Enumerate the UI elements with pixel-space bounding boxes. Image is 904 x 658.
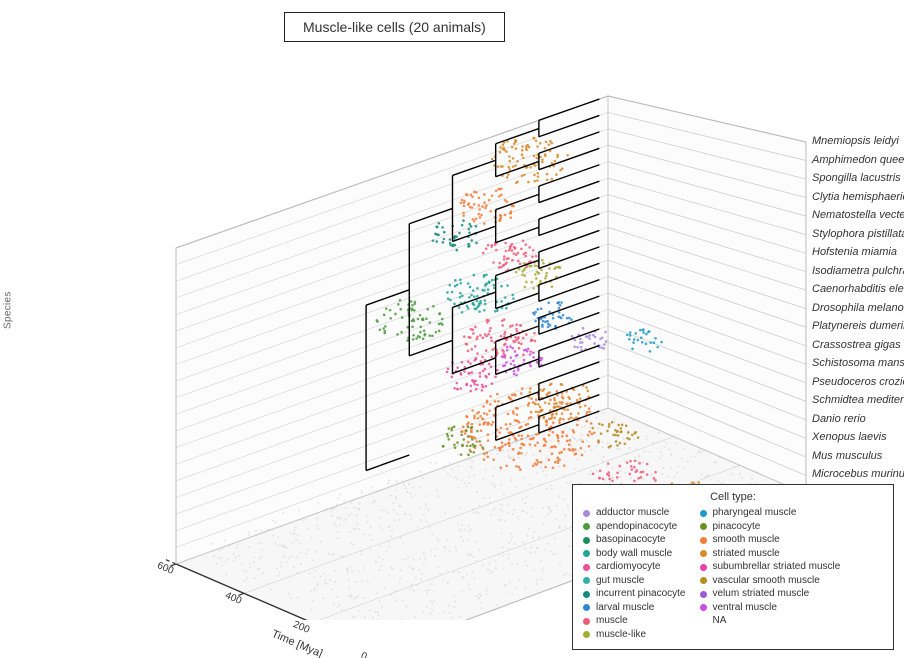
legend-label: subumbrellar striated muscle <box>713 561 841 574</box>
legend-swatch <box>583 523 590 530</box>
figure-root: Muscle-like cells (20 animals) Species M… <box>0 0 904 658</box>
legend-label: larval muscle <box>596 602 654 615</box>
legend-item: apendopinacocyte <box>583 521 686 534</box>
legend-swatch <box>700 537 707 544</box>
legend-label: smooth muscle <box>713 534 780 547</box>
legend-swatch <box>700 550 707 557</box>
legend-swatch <box>700 604 707 611</box>
legend-label: apendopinacocyte <box>596 521 677 534</box>
legend-swatch <box>583 604 590 611</box>
legend-item: cardiomyocyte <box>583 561 686 574</box>
legend-item: muscle <box>583 615 686 628</box>
legend-label: muscle <box>596 615 628 628</box>
legend-item: gut muscle <box>583 575 686 588</box>
legend-item: smooth muscle <box>700 534 841 547</box>
legend-label: body wall muscle <box>596 548 672 561</box>
legend-label: gut muscle <box>596 575 644 588</box>
time-tick: 0 <box>359 651 368 658</box>
legend-item: adductor muscle <box>583 507 686 520</box>
legend-label: ventral muscle <box>713 602 777 615</box>
legend-swatch <box>583 564 590 571</box>
legend-label: NA <box>713 615 727 628</box>
legend: Cell type: adductor muscleapendopinacocy… <box>572 484 894 650</box>
legend-label: basopinacocyte <box>596 534 666 547</box>
legend-label: cardiomyocyte <box>596 561 660 574</box>
legend-swatch <box>700 523 707 530</box>
legend-label: striated muscle <box>713 548 780 561</box>
legend-label: pharyngeal muscle <box>713 507 797 520</box>
legend-item: muscle-like <box>583 629 686 642</box>
legend-item: pinacocyte <box>700 521 841 534</box>
legend-item: pharyngeal muscle <box>700 507 841 520</box>
legend-item: basopinacocyte <box>583 534 686 547</box>
legend-label: incurrent pinacocyte <box>596 588 686 601</box>
y-axis-label: Species <box>3 291 14 329</box>
legend-swatch <box>583 537 590 544</box>
legend-swatch <box>583 510 590 517</box>
legend-item: striated muscle <box>700 548 841 561</box>
legend-swatch <box>700 564 707 571</box>
legend-swatch <box>583 591 590 598</box>
legend-swatch <box>583 618 590 625</box>
legend-swatch <box>583 577 590 584</box>
legend-item: larval muscle <box>583 602 686 615</box>
legend-swatch <box>583 550 590 557</box>
legend-swatch <box>583 631 590 638</box>
legend-swatch <box>700 591 707 598</box>
x-axis-label: Time [Mya] <box>270 628 324 658</box>
legend-title: Cell type: <box>583 491 883 503</box>
time-tick: 200 <box>291 619 311 636</box>
legend-swatch <box>700 577 707 584</box>
legend-item: ventral muscle <box>700 602 841 615</box>
plot-title: Muscle-like cells (20 animals) <box>284 12 505 42</box>
legend-item: body wall muscle <box>583 548 686 561</box>
legend-item: incurrent pinacocyte <box>583 588 686 601</box>
legend-label: muscle-like <box>596 629 646 642</box>
legend-label: pinacocyte <box>713 521 761 534</box>
legend-item: subumbrellar striated muscle <box>700 561 841 574</box>
legend-swatch <box>700 510 707 517</box>
legend-item: NA <box>700 615 841 628</box>
legend-item: vascular smooth muscle <box>700 575 841 588</box>
legend-label: velum striated muscle <box>713 588 810 601</box>
legend-item: velum striated muscle <box>700 588 841 601</box>
legend-label: vascular smooth muscle <box>713 575 820 588</box>
legend-label: adductor muscle <box>596 507 669 520</box>
